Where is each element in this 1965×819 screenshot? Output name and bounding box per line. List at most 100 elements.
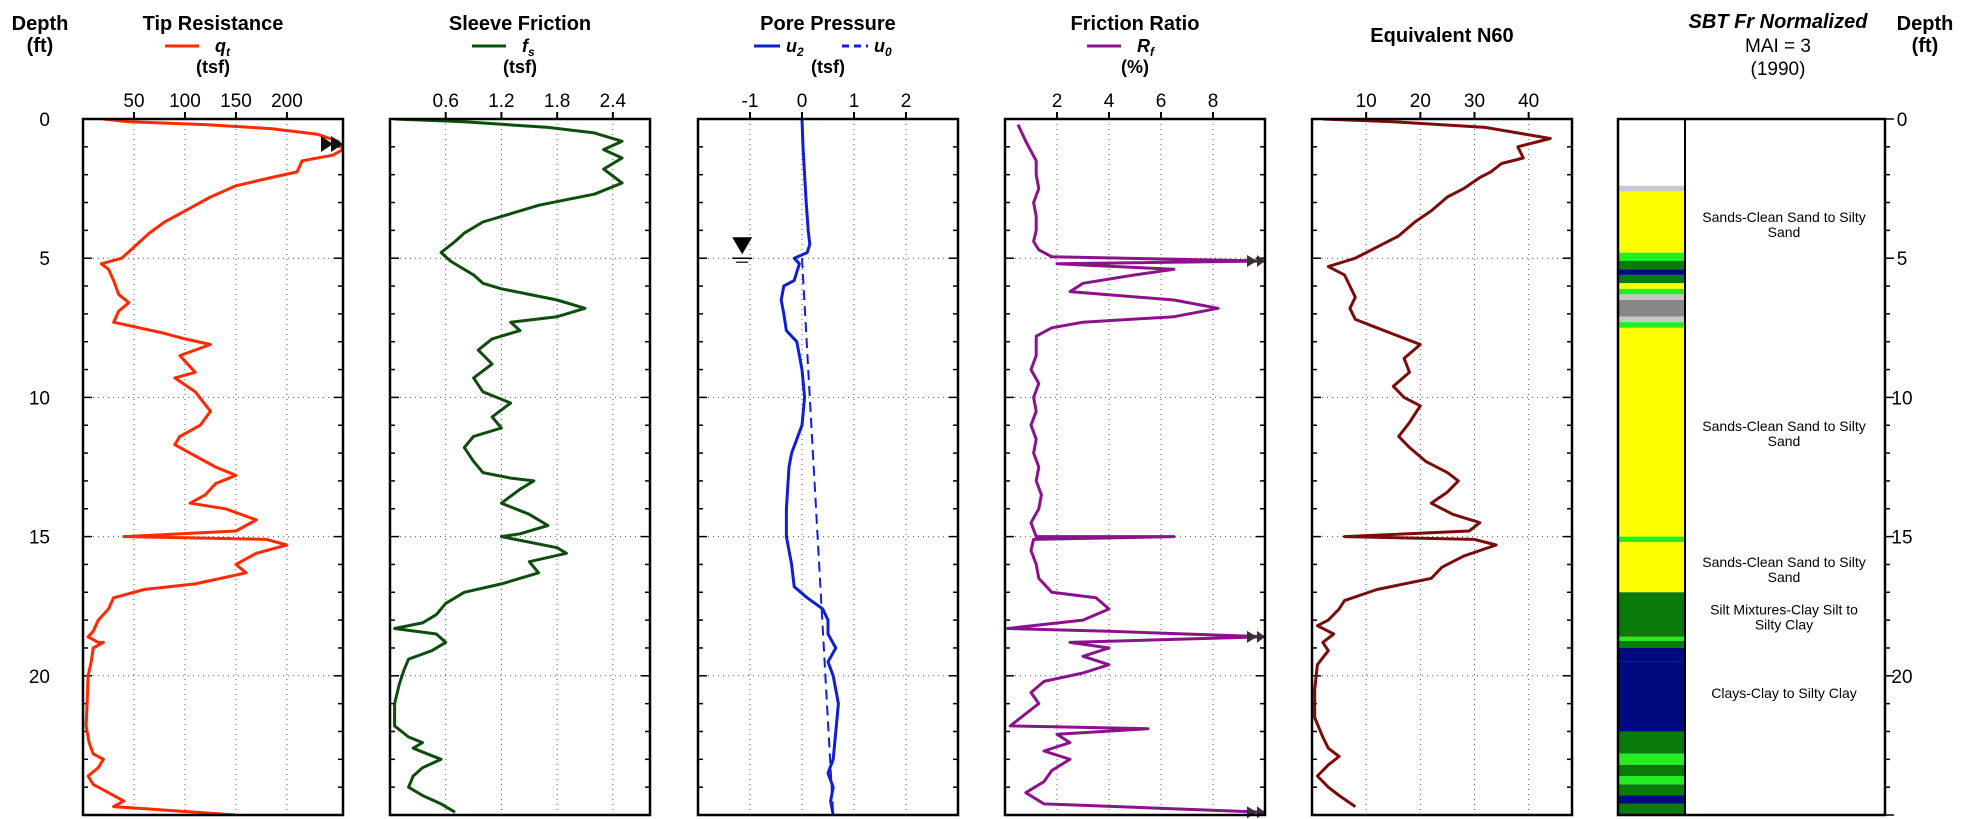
water-table-icon bbox=[732, 237, 753, 255]
sbt-layer bbox=[1618, 795, 1685, 804]
panel-title: Equivalent N60 bbox=[1370, 25, 1513, 47]
sbt-label: Sands-Clean Sand to Silty bbox=[1702, 418, 1865, 434]
panel-frame bbox=[1003, 117, 1267, 817]
legend-label: qt bbox=[215, 36, 231, 59]
panel-4 bbox=[1310, 112, 1574, 817]
depth-axis-title: Depth bbox=[1897, 13, 1954, 35]
x-tick-label: 2.4 bbox=[600, 91, 627, 112]
sbt-layer bbox=[1618, 753, 1685, 765]
panel-title: Sleeve Friction bbox=[449, 13, 591, 35]
off-scale-arrow bbox=[1247, 806, 1265, 819]
x-tick-label: 150 bbox=[220, 91, 252, 112]
depth-tick-label-right: 0 bbox=[1897, 110, 1908, 131]
series-line-N60 bbox=[1313, 119, 1552, 808]
sbt-layer bbox=[1618, 647, 1685, 662]
off-scale-arrow bbox=[1247, 254, 1265, 267]
sbt-label: Silty Clay bbox=[1755, 617, 1813, 633]
panel-frame bbox=[388, 117, 652, 817]
depth-axis-title: Depth bbox=[12, 13, 69, 35]
depth-tick-label-right: 10 bbox=[1891, 388, 1912, 409]
depth-tick-label-left: 10 bbox=[29, 388, 50, 409]
x-tick-label: 40 bbox=[1518, 91, 1539, 112]
off-scale-arrow bbox=[1247, 630, 1265, 643]
depth-tick-label-right: 20 bbox=[1891, 667, 1912, 688]
sbt-layer bbox=[1618, 764, 1685, 777]
sbt-layer bbox=[1618, 316, 1685, 323]
sbt-layer bbox=[1618, 641, 1685, 648]
depth-axis-unit: (ft) bbox=[27, 35, 54, 57]
panel-0 bbox=[81, 112, 345, 817]
sbt-label: Sand bbox=[1768, 569, 1801, 585]
panel-1 bbox=[388, 112, 652, 817]
sbt-label: Sand bbox=[1768, 224, 1801, 240]
series-line-Rf bbox=[1006, 123, 1265, 814]
x-tick-label: 1 bbox=[849, 91, 860, 112]
sbt-layer bbox=[1618, 274, 1685, 284]
panel-unit: (%) bbox=[1121, 57, 1149, 77]
x-tick-label: 1.8 bbox=[544, 91, 570, 112]
legend-label: u2 bbox=[786, 36, 804, 59]
sbt-layer bbox=[1618, 269, 1685, 275]
legend-label: u0 bbox=[874, 36, 892, 59]
depth-tick-label-left: 20 bbox=[29, 667, 50, 688]
series-line-u0 bbox=[801, 258, 835, 815]
sbt-label: Sands-Clean Sand to Silty bbox=[1702, 554, 1865, 570]
sbt-layer bbox=[1618, 185, 1685, 192]
x-tick-label: 6 bbox=[1156, 91, 1167, 112]
series-line-u2 bbox=[779, 119, 840, 815]
panel-2 bbox=[696, 112, 960, 817]
sbt-panel bbox=[1616, 117, 1894, 817]
sbt-layer bbox=[1618, 636, 1685, 641]
sbt-mai: MAI = 3 bbox=[1745, 36, 1811, 57]
sbt-label: Sands-Clean Sand to Silty bbox=[1702, 209, 1865, 225]
x-tick-label: 200 bbox=[271, 91, 303, 112]
off-scale-arrow bbox=[321, 136, 343, 153]
sbt-label: Sand bbox=[1768, 433, 1801, 449]
panel-title: Friction Ratio bbox=[1071, 13, 1200, 35]
sbt-layer bbox=[1618, 536, 1685, 543]
depth-tick-label-left: 15 bbox=[29, 528, 50, 549]
depth-tick-label-right: 5 bbox=[1897, 249, 1908, 270]
x-tick-label: 1.2 bbox=[488, 91, 514, 112]
x-tick-label: 2 bbox=[1052, 91, 1063, 112]
sbt-layer bbox=[1618, 252, 1685, 261]
sbt-layer bbox=[1618, 288, 1685, 295]
panel-frame bbox=[81, 117, 345, 817]
x-tick-label: 100 bbox=[169, 91, 201, 112]
x-tick-label: 50 bbox=[123, 91, 144, 112]
legend-label: fs bbox=[522, 36, 535, 59]
panel-frame bbox=[696, 117, 960, 817]
depth-tick-label-left: 0 bbox=[39, 110, 50, 131]
depth-axis-unit: (ft) bbox=[1912, 35, 1939, 57]
x-tick-label: 0 bbox=[797, 91, 808, 112]
panel-frame bbox=[1310, 117, 1574, 817]
series-line-qt bbox=[84, 119, 343, 815]
sbt-title: SBT Fr Normalized bbox=[1689, 11, 1869, 33]
depth-tick-label-right: 15 bbox=[1891, 528, 1912, 549]
sbt-year: (1990) bbox=[1751, 59, 1806, 80]
sbt-label: Clays-Clay to Silty Clay bbox=[1711, 685, 1856, 701]
x-tick-label: 8 bbox=[1208, 91, 1219, 112]
sbt-layer bbox=[1618, 299, 1685, 317]
sbt-layer bbox=[1618, 191, 1685, 253]
sbt-layer bbox=[1618, 776, 1685, 785]
sbt-layer bbox=[1618, 327, 1685, 537]
legend-label: Rf bbox=[1137, 36, 1155, 59]
sbt-layer bbox=[1618, 260, 1685, 270]
x-tick-label: 4 bbox=[1104, 91, 1115, 112]
sbt-layer bbox=[1618, 294, 1685, 300]
x-tick-label: 20 bbox=[1410, 91, 1431, 112]
sbt-layer bbox=[1618, 283, 1685, 289]
panel-unit: (tsf) bbox=[196, 57, 230, 77]
sbt-label: Silt Mixtures-Clay Silt to bbox=[1710, 602, 1858, 618]
panel-unit: (tsf) bbox=[503, 57, 537, 77]
sbt-layer bbox=[1618, 592, 1685, 637]
sbt-layer bbox=[1618, 731, 1685, 754]
panel-title: Tip Resistance bbox=[143, 13, 284, 35]
series-line-fs bbox=[393, 119, 624, 814]
sbt-layer bbox=[1618, 784, 1685, 796]
panel-unit: (tsf) bbox=[811, 57, 845, 77]
x-tick-label: 10 bbox=[1356, 91, 1377, 112]
x-tick-label: 30 bbox=[1464, 91, 1485, 112]
